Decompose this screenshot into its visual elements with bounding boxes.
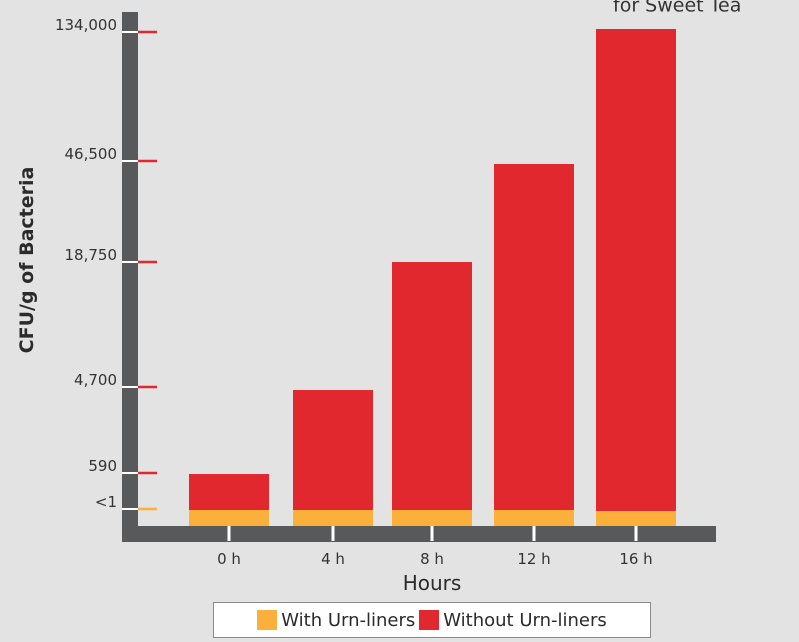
x-axis-line (122, 526, 716, 542)
legend-label-without: Without Urn-liners (443, 609, 607, 631)
bar-without-urn-liners (596, 29, 676, 511)
x-tick-label: 8 h (420, 550, 444, 568)
bar-with-urn-liners (494, 510, 574, 526)
x-tick-label: 12 h (517, 550, 550, 568)
legend: With Urn-liners Without Urn-liners (213, 602, 651, 638)
y-tick-label: <1 (95, 493, 117, 511)
legend-swatch-with (257, 610, 278, 630)
legend-item-with: With Urn-liners (257, 610, 415, 631)
x-tick-label: 16 h (619, 550, 652, 568)
bar-without-urn-liners (189, 474, 269, 510)
legend-label-with: With Urn-liners (281, 609, 416, 631)
y-axis-line (122, 12, 138, 542)
y-tick-label: 590 (88, 457, 117, 475)
bar-with-urn-liners (596, 511, 676, 526)
y-tick-label: 18,750 (65, 246, 118, 264)
y-ticks-layer: <1 590 4,700 18,750 46,500 134,000 (55, 16, 157, 511)
y-axis-title: CFU/g of Bacteria (16, 167, 38, 354)
chart-title-clipped: for Sweet Tea (613, 0, 741, 17)
bar-without-urn-liners (494, 164, 574, 510)
bar-with-urn-liners (189, 510, 269, 526)
legend-item-without: Without Urn-liners (419, 610, 607, 631)
y-tick-label: 4,700 (74, 371, 117, 389)
bar-without-urn-liners (392, 262, 472, 510)
y-tick-label: 134,000 (55, 16, 117, 34)
x-tick-label: 4 h (321, 550, 345, 568)
bars-layer (189, 29, 676, 526)
legend-swatch-without (419, 610, 440, 630)
x-tick-label: 0 h (217, 550, 241, 568)
bar-without-urn-liners (293, 390, 373, 510)
x-ticks-layer: 0 h 4 h 8 h 12 h 16 h (217, 526, 653, 568)
y-tick-label: 46,500 (65, 145, 118, 163)
bar-with-urn-liners (392, 510, 472, 526)
bar-with-urn-liners (293, 510, 373, 526)
x-axis-title: Hours (403, 571, 462, 595)
